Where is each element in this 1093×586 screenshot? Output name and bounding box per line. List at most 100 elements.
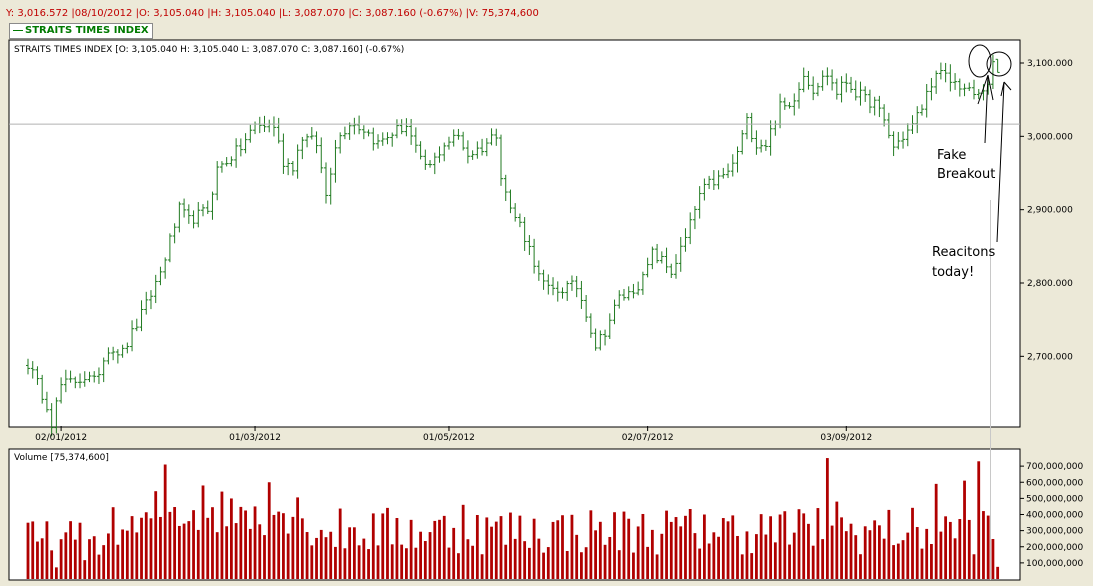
price-bar bbox=[276, 117, 281, 144]
volume-bar bbox=[267, 482, 271, 579]
volume-bar bbox=[471, 545, 475, 579]
legend-box[interactable]: STRAITS TIMES INDEX bbox=[9, 23, 153, 39]
volume-bar bbox=[518, 515, 522, 579]
price-bar bbox=[319, 137, 324, 174]
date-tick-label: 02/07/2012 bbox=[622, 433, 674, 443]
price-bar bbox=[144, 291, 149, 315]
annotation-today: today! bbox=[932, 265, 974, 280]
price-bar bbox=[659, 251, 664, 264]
volume-bar bbox=[854, 535, 858, 579]
price-bar bbox=[309, 127, 314, 140]
volume-bar bbox=[215, 532, 219, 579]
volume-bar bbox=[830, 525, 834, 579]
volume-bar bbox=[414, 547, 418, 579]
price-bar bbox=[640, 271, 645, 295]
price-bar bbox=[749, 112, 754, 143]
price-bar bbox=[314, 131, 319, 154]
price-bar bbox=[995, 58, 1000, 73]
volume-bar bbox=[239, 506, 243, 579]
price-bar bbox=[555, 281, 560, 302]
price-bar bbox=[801, 67, 806, 93]
volume-bar bbox=[121, 529, 124, 579]
price-bar bbox=[446, 136, 451, 150]
volume-bar bbox=[674, 517, 678, 579]
volume-bar bbox=[125, 530, 129, 579]
price-bar bbox=[551, 277, 556, 296]
volume-bar bbox=[613, 512, 616, 579]
volume-bar bbox=[934, 483, 938, 579]
price-bar bbox=[901, 131, 906, 149]
volume-bar bbox=[154, 491, 158, 579]
volume-bar bbox=[594, 530, 597, 579]
price-bar bbox=[328, 167, 333, 205]
price-bar bbox=[153, 274, 158, 304]
price-bar bbox=[716, 170, 721, 190]
price-bar bbox=[68, 370, 73, 383]
price-bar bbox=[186, 204, 191, 224]
volume-bar bbox=[504, 544, 508, 579]
volume-tick-label: 100,000,000 bbox=[1026, 559, 1084, 569]
volume-bar bbox=[901, 540, 905, 579]
legend-swatch bbox=[13, 29, 23, 31]
volume-bar bbox=[650, 529, 654, 579]
price-bar bbox=[49, 403, 54, 437]
price-bar bbox=[962, 83, 967, 97]
volume-bar bbox=[329, 531, 333, 579]
volume-bar bbox=[92, 536, 96, 579]
volume-bar bbox=[797, 509, 801, 579]
price-bar bbox=[499, 134, 503, 186]
price-bar bbox=[768, 120, 773, 156]
volume-bar bbox=[59, 539, 63, 579]
price-bar bbox=[451, 129, 456, 147]
price-bar bbox=[607, 313, 612, 339]
price-tick-label: 2,900.000 bbox=[1027, 206, 1073, 216]
price-bar bbox=[63, 369, 68, 393]
volume-bar bbox=[532, 518, 536, 579]
volume-bar bbox=[376, 545, 380, 579]
price-bar bbox=[867, 89, 872, 114]
price-bar bbox=[924, 83, 929, 118]
volume-bar bbox=[736, 535, 739, 579]
date-tick-label: 01/05/2012 bbox=[423, 433, 475, 443]
volume-bar bbox=[31, 521, 35, 579]
volume-bar bbox=[362, 538, 366, 579]
volume-bar bbox=[130, 516, 134, 579]
volume-bar bbox=[740, 554, 744, 579]
price-bar bbox=[792, 93, 797, 116]
volume-bar bbox=[352, 527, 356, 579]
price-panel bbox=[8, 39, 1021, 428]
price-bar bbox=[182, 198, 187, 218]
price-bar bbox=[612, 299, 617, 325]
volume-bar bbox=[835, 501, 839, 579]
volume-bar bbox=[660, 533, 664, 579]
volume-bar bbox=[769, 516, 773, 579]
volume-bar bbox=[939, 531, 943, 579]
price-bar bbox=[115, 349, 120, 364]
price-bar bbox=[839, 76, 844, 103]
volume-bar bbox=[825, 458, 829, 579]
volume-bar bbox=[745, 531, 749, 579]
price-bar bbox=[569, 275, 574, 291]
volume-bar bbox=[878, 525, 881, 579]
volume-bar bbox=[211, 507, 214, 579]
price-bar bbox=[205, 200, 210, 215]
price-bar bbox=[248, 124, 253, 143]
price-bar bbox=[210, 191, 215, 220]
volume-bar bbox=[97, 554, 101, 579]
volume-bar bbox=[731, 515, 735, 579]
price-bar bbox=[286, 158, 291, 176]
price-bar bbox=[134, 318, 139, 332]
volume-bar bbox=[726, 521, 730, 579]
volume-bar bbox=[565, 550, 569, 579]
volume-bar bbox=[892, 545, 895, 579]
volume-bar bbox=[395, 517, 399, 579]
volume-tick-label: 300,000,000 bbox=[1026, 527, 1084, 537]
price-bar bbox=[172, 223, 177, 244]
volume-bar bbox=[807, 523, 810, 579]
volume-bar bbox=[73, 539, 77, 579]
price-bar bbox=[432, 152, 437, 175]
price-bar bbox=[125, 342, 130, 354]
price-bar bbox=[96, 367, 101, 384]
volume-bar bbox=[584, 547, 588, 579]
